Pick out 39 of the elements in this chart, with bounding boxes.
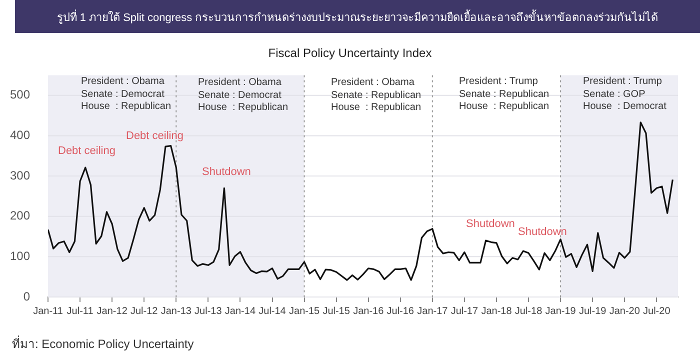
text: ที่มา: Economic Policy Uncertainty xyxy=(12,334,194,352)
x-tick-label: Jan-12 xyxy=(96,306,128,317)
chart-subtitle: Fiscal Policy Uncertainty Index xyxy=(267,46,433,60)
x-tick-label: Jul-18 xyxy=(514,306,543,317)
x-tick-label: Jan-15 xyxy=(288,306,320,317)
annotation: President : Trump Senate : GOP House : Democrat xyxy=(583,76,666,114)
x-tick-label: Jan-18 xyxy=(481,306,512,317)
y-tick-label: 300 xyxy=(10,168,30,182)
x-tick-label: Jul-15 xyxy=(322,306,350,317)
y-tick-label: 200 xyxy=(10,208,30,223)
x-tick-label: Jul-19 xyxy=(578,306,607,317)
x-tick-label: Jul-11 xyxy=(66,306,94,317)
annotation: Debt ceiling xyxy=(126,130,184,142)
x-tick-label: Jul-14 xyxy=(258,306,286,317)
x-tick-label: Jan-20 xyxy=(609,306,640,317)
annotation: President : Obama Senate : Republican House : Republican xyxy=(331,77,422,116)
y-tick-label: 500 xyxy=(10,88,30,102)
x-tick-label: Jan-13 xyxy=(160,306,192,317)
x-tick-label: Jul-17 xyxy=(450,306,478,317)
x-tick-label: Jul-12 xyxy=(130,306,158,317)
x-tick-label: Jan-19 xyxy=(545,306,576,317)
x-tick-label: Jan-11 xyxy=(33,306,64,317)
annotation: Shutdown xyxy=(518,226,567,238)
x-tick-label: Jul-16 xyxy=(386,306,414,317)
annotation: Shutdown xyxy=(202,166,251,178)
annotation: Shutdown xyxy=(466,218,515,230)
x-tick-label: Jan-17 xyxy=(417,306,448,317)
y-tick-label: 0 xyxy=(23,289,30,304)
y-tick-label: 400 xyxy=(10,128,30,142)
x-tick-label: Jul-20 xyxy=(643,306,671,317)
annotation: President : Obama Senate : Democrat House : Republican xyxy=(81,76,172,114)
chart-title: รูปที่ 1 ภายใต้ Split congress กระบวนการกำหนดร่างงบประมาณระยะยาวจะมีความยืดเยื้อและอาจถึงขั้นหาข้อตกลงร่วมกันไม่ได้ xyxy=(15,0,700,33)
x-tick-label: Jan-16 xyxy=(353,306,384,317)
annotation: President : Trump Senate : Republican House : Republican xyxy=(459,76,550,114)
annotation: Debt ceiling xyxy=(58,145,116,157)
annotation: President : Obama Senate : Democrat House : Republican xyxy=(198,77,288,116)
x-tick-label: Jul-13 xyxy=(194,306,222,317)
x-tick-label: Jan-14 xyxy=(224,306,256,317)
y-tick-label: 100 xyxy=(10,248,30,263)
